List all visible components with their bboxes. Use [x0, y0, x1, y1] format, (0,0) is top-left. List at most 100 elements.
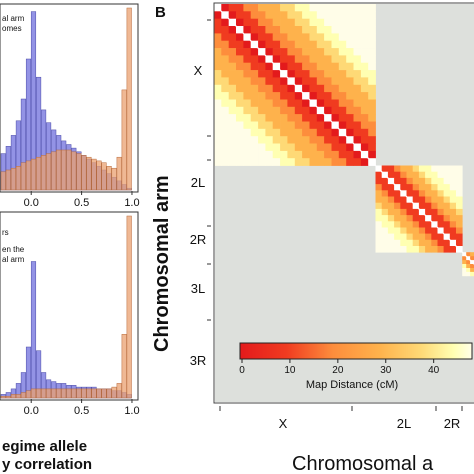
- heatmap-cell-0-1-3: [236, 11, 244, 19]
- heatmap-cell-1-10-2: [387, 227, 395, 235]
- heatmap-diagonal-1: [375, 165, 463, 253]
- heatmap-cell-2-3-1: [466, 264, 471, 269]
- heatmap-cell-0-19-8: [272, 143, 281, 152]
- x-arm-label-2L: 2L: [397, 416, 411, 431]
- heatmap-cell-0-9-19: [353, 70, 362, 78]
- heatmap-cell-0-8-9: [280, 62, 288, 71]
- heatmap-cell-1-12-11: [443, 239, 451, 247]
- heatmap-cell-0-8-10: [287, 62, 296, 71]
- heatmap-cell-0-5-13: [309, 40, 318, 49]
- heatmap-cell-0-11-21: [368, 84, 376, 93]
- heatmap-cell-0-5-18: [346, 40, 354, 49]
- panel-a-bottom-legend-1: rs: [2, 228, 9, 237]
- heatmap-cell-1-3-5: [406, 184, 414, 191]
- a-bot-bar-s1-25: [126, 215, 132, 399]
- heatmap-cell-0-2-13: [309, 18, 318, 27]
- heatmap-cell-0-10-4: [243, 77, 252, 86]
- heatmap-cell-0-6-14: [316, 48, 325, 56]
- heatmap-cell-0-15-21: [368, 114, 376, 122]
- a-top-xtick-label-1: 0.5: [74, 197, 89, 209]
- heatmap-cell-0-4-2: [228, 33, 237, 42]
- heatmap-cell-0-10-13: [309, 77, 318, 86]
- a-top-bar-s1-1: [5, 169, 11, 191]
- heatmap-cell-1-5-8: [425, 196, 432, 204]
- heatmap-cell-1-6-12: [449, 202, 457, 210]
- heatmap-cell-0-10-3: [236, 77, 244, 86]
- heatmap-cell-1-7-8: [425, 208, 432, 216]
- heatmap-cell-0-17-18: [346, 128, 354, 137]
- heatmap-cell-0-16-1: [221, 121, 229, 130]
- heatmap-cell-1-0-3: [394, 165, 401, 173]
- panel-b-ylabel: Chromosomal arm: [151, 175, 173, 352]
- heatmap-cell-0-1-14: [316, 11, 325, 19]
- heatmap-cell-0-9-17: [338, 70, 347, 78]
- heatmap-cell-0-0-3: [236, 4, 244, 12]
- heatmap-cell-0-21-18: [346, 158, 354, 166]
- heatmap-cell-0-13-16: [331, 99, 340, 108]
- heatmap-cell-0-6-16: [331, 48, 340, 56]
- heatmap-cell-0-13-21: [368, 99, 376, 108]
- heatmap-cell-0-4-19: [353, 33, 362, 42]
- heatmap-cell-0-3-15: [324, 26, 332, 34]
- colorbar-tick-label-2: 20: [332, 365, 344, 376]
- heatmap-cell-0-17-12: [302, 128, 310, 137]
- heatmap-cell-1-4-13: [456, 190, 463, 197]
- heatmap-cell-1-3-9: [431, 184, 438, 191]
- heatmap-cell-0-19-7: [265, 143, 274, 152]
- heatmap-cell-1-10-3: [394, 227, 401, 235]
- heatmap-cell-0-3-4: [243, 26, 252, 34]
- heatmap-cell-1-12-2: [387, 239, 395, 247]
- a-top-bar-s1-16: [81, 155, 87, 191]
- heatmap-cell-0-18-9: [280, 136, 288, 144]
- heatmap-cell-0-6-9: [280, 48, 288, 56]
- heatmap-cell-0-0-21: [368, 4, 376, 12]
- heatmap-cell-0-1-20: [360, 11, 369, 19]
- heatmap-cell-0-9-8: [272, 70, 281, 78]
- heatmap-cell-0-21-0: [214, 158, 222, 166]
- a-top-bar-s1-6: [30, 158, 37, 191]
- heatmap-cell-0-7-8: [272, 55, 281, 64]
- heatmap-cell-0-3-6: [258, 26, 266, 34]
- heatmap-cell-0-1-18: [346, 11, 354, 19]
- heatmap-cell-0-7-2: [228, 55, 237, 64]
- a-top-bar-s1-13: [66, 149, 72, 191]
- heatmap-cell-1-0-8: [425, 165, 432, 173]
- heatmap-cell-0-18-11: [294, 136, 303, 144]
- heatmap-cell-0-3-10: [287, 26, 296, 34]
- heatmap-cell-0-19-16: [331, 143, 340, 152]
- heatmap-cell-0-17-16: [331, 128, 340, 137]
- heatmap-cell-1-2-8: [425, 177, 432, 185]
- heatmap-cell-1-11-0: [375, 233, 383, 241]
- a-bot-bar-s1-19: [96, 388, 102, 399]
- heatmap-cell-0-1-11: [294, 11, 303, 19]
- panel-a-xlabel-line1: egime allele: [2, 438, 87, 455]
- heatmap-cell-1-8-3: [394, 215, 401, 222]
- heatmap-cell-0-20-12: [302, 150, 310, 159]
- heatmap-cell-0-11-3: [236, 84, 244, 93]
- heatmap-cell-0-0-12: [302, 4, 310, 12]
- heatmap-cell-0-16-15: [324, 121, 332, 130]
- heatmap-cell-0-17-2: [228, 128, 237, 137]
- a-top-bar-s1-14: [71, 151, 77, 191]
- heatmap-cell-0-14-13: [309, 106, 318, 115]
- a-top-bar-s1-12: [61, 149, 67, 191]
- heatmap-cell-1-4-0: [375, 190, 383, 197]
- heatmap-cell-1-9-11: [443, 221, 451, 228]
- heatmap-cell-0-12-6: [258, 92, 266, 100]
- heatmap-cell-1-13-1: [381, 246, 389, 253]
- heatmap-cell-1-10-0: [375, 227, 383, 235]
- heatmap-cell-0-21-5: [250, 158, 259, 166]
- heatmap-cell-0-4-17: [338, 33, 347, 42]
- heatmap-cell-1-8-11: [443, 215, 451, 222]
- heatmap-cell-0-5-16: [331, 40, 340, 49]
- heatmap-cell-0-0-16: [331, 4, 340, 12]
- heatmap-cell-0-10-0: [214, 77, 222, 86]
- heatmap-cell-0-11-13: [309, 84, 318, 93]
- heatmap-cell-0-13-7: [265, 99, 274, 108]
- heatmap-cell-0-7-17: [338, 55, 347, 64]
- heatmap-cell-0-14-2: [228, 106, 237, 115]
- heatmap-cell-0-21-6: [258, 158, 266, 166]
- heatmap-cell-0-12-0: [214, 92, 222, 100]
- heatmap-cell-0-8-11: [294, 62, 303, 71]
- heatmap-cell-0-4-11: [294, 33, 303, 42]
